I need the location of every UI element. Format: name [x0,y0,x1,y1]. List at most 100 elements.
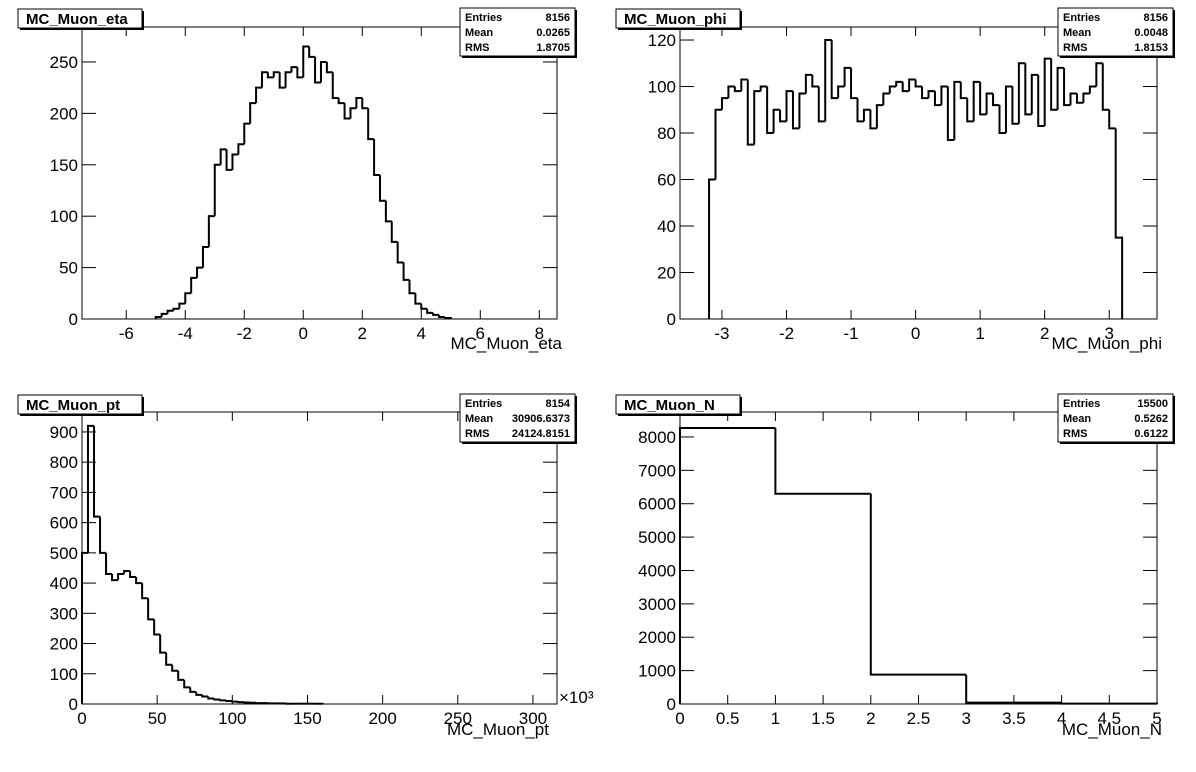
bar [201,694,209,698]
y-tick-label: 200 [50,104,78,123]
y-tick-label: 100 [50,207,78,226]
y-tick-label: 100 [50,665,78,684]
bar [361,97,369,110]
bar [1082,92,1090,103]
y-tick-label: 0 [667,310,676,329]
y-tick-label: 7000 [638,461,676,480]
bar [869,109,877,130]
bar [231,153,239,170]
bar [946,86,955,141]
y-tick-label: 0 [667,695,676,714]
bar [420,303,428,310]
stats-value: 0.0048 [1134,27,1168,39]
bar [147,598,155,621]
y-tick-label: 0 [69,695,78,714]
plot-frame [679,411,1158,705]
bar [727,85,735,99]
bar [972,80,981,122]
y-tick-label: 200 [50,635,78,654]
y-tick-label: 100 [648,78,676,97]
bar [1114,128,1124,319]
stats-label: Mean [1063,27,1091,39]
bar [159,634,167,654]
y-tick-label: 150 [50,156,78,175]
stats-box [459,393,576,443]
x-tick-label: 200 [368,709,396,728]
bar [219,148,227,165]
x-tick-label: 300 [519,709,547,728]
x-axis-label: MC_Muon_eta [450,334,562,353]
bar [378,175,386,202]
x-tick-label: 0 [675,709,684,728]
stats-label: RMS [1063,42,1087,54]
bar [895,80,903,87]
bar [408,279,416,295]
bar [272,71,280,78]
y-tick-label: 2000 [638,628,676,647]
bar [875,104,884,129]
bar [237,701,245,704]
x-tick-label: 100 [218,709,246,728]
x-tick-label: 6 [476,324,485,343]
x-tick-label: 0 [911,324,920,343]
bar [708,178,716,319]
stats-label: RMS [1063,428,1087,440]
x-tick-label: 150 [293,709,321,728]
x-tick-label: 2 [1040,324,1049,343]
bar [804,73,813,94]
bar [190,276,198,294]
bar [837,85,845,99]
bar [99,516,107,554]
stats-value: 15500 [1137,398,1168,410]
bar [959,81,968,100]
bar [302,45,310,78]
x-tick-label: -2 [779,324,794,343]
bar [325,61,333,74]
bar [953,80,961,140]
bar [998,105,1006,135]
bar [237,143,245,155]
bar [123,569,131,575]
x-tick-label: 0.5 [716,709,740,728]
bar [1101,63,1110,111]
bar [785,90,793,122]
y-tick-label: 60 [657,171,676,190]
bar [1056,66,1065,110]
stats-label: Mean [1063,413,1091,425]
stats-value: 1.8153 [1134,42,1168,54]
bar [105,552,113,576]
bar [213,163,221,217]
bar [160,312,168,317]
bar [817,86,826,123]
x-tick-label: 4 [417,324,426,343]
bar [284,71,292,88]
bar [766,86,774,135]
bar [260,71,268,88]
y-tick-label: 3000 [638,595,676,614]
bar [921,86,929,100]
bar [255,86,262,104]
y-tick-label: 8000 [638,428,676,447]
stats-box [1057,393,1174,443]
bar [1108,109,1116,130]
bar [830,40,839,100]
stats-box [459,7,576,57]
bar [914,79,923,88]
bar [349,107,357,119]
chart-title: MC_Muon_phi [624,11,727,28]
bar [367,108,375,141]
stats-value: 8156 [1144,12,1168,24]
x-axis-label: MC_Muon_N [1062,720,1162,739]
bar [231,700,239,703]
bar [774,427,871,495]
y-tick-label: 80 [657,124,676,143]
x-tick-label: 1.5 [811,709,835,728]
bar [733,86,742,93]
bar [979,81,987,116]
bar [940,85,948,106]
bar [135,577,143,585]
bar [154,315,162,319]
y-tick-label: 6000 [638,495,676,514]
plot-frame [679,26,1158,320]
